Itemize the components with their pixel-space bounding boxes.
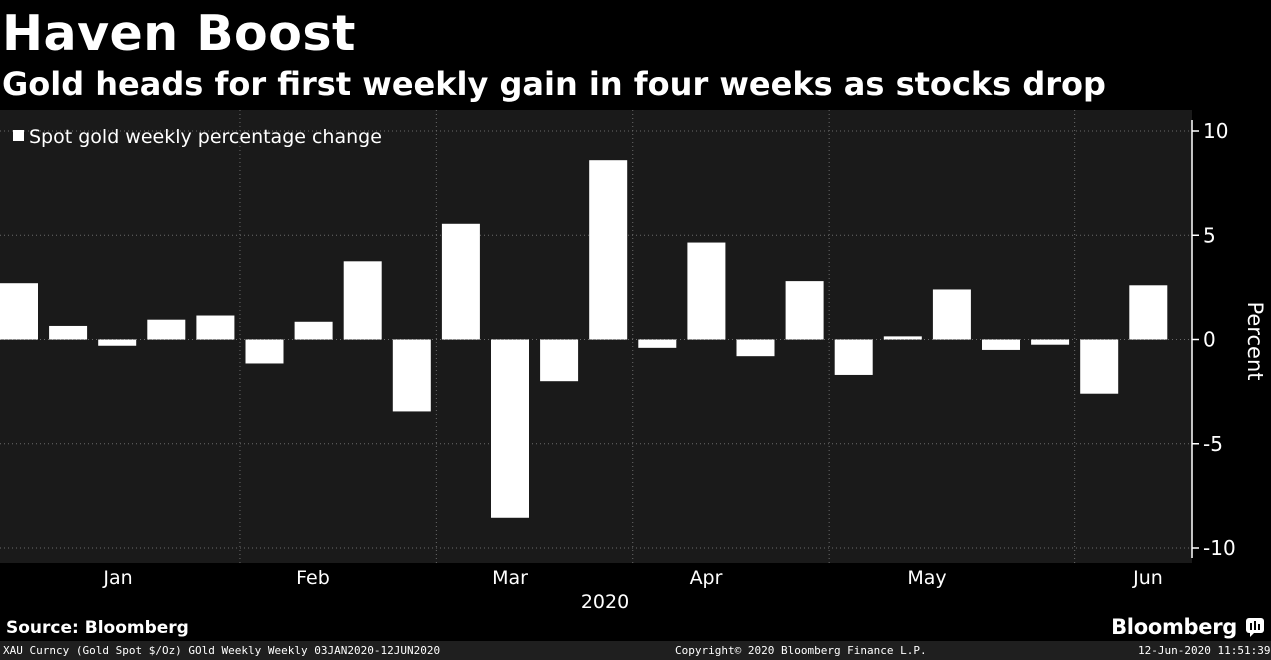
bar-27-Mar [589, 160, 628, 340]
y-tick-label: 0 [1203, 328, 1216, 352]
y-axis-label: Percent [1243, 301, 1267, 380]
bar-17-Apr [736, 339, 775, 357]
x-axis-band [0, 563, 1192, 615]
bar-15-May [932, 289, 971, 340]
x-month-label-may: May [907, 567, 946, 589]
y-tick-label: -5 [1203, 432, 1223, 456]
bars [0, 160, 1168, 518]
x-month-label-jan: Jan [102, 567, 132, 589]
bar-31-Jan [196, 315, 235, 340]
bar-01-May [834, 339, 873, 375]
bar-17-Jan [98, 339, 137, 346]
bar-24-Jan [147, 319, 186, 340]
footer-ticker-info: XAU Curncy (Gold Spot $/Oz) GOld Weekly … [3, 644, 441, 657]
x-month-label-jun: Jun [1132, 567, 1163, 589]
source-label: Source: Bloomberg [6, 618, 189, 638]
bar-03-Jan [0, 283, 38, 340]
bar-03-Apr [638, 339, 677, 348]
x-month-label-apr: Apr [690, 567, 723, 589]
bar-10-Apr [687, 242, 726, 340]
bar-28-Feb [392, 339, 431, 412]
bar-22-May [982, 339, 1020, 350]
bar-08-May [883, 336, 922, 340]
y-tick-label: 5 [1203, 223, 1216, 247]
bar-05-Jun [1080, 339, 1119, 394]
bar-chart: 10 5 0 -5 -10 Percent Spot gold weekly perce… [0, 110, 1267, 615]
legend-swatch [13, 130, 24, 141]
x-month-labels: Jan Feb Mar Apr May Jun [102, 567, 1162, 589]
bar-24-Apr [785, 281, 824, 340]
bar-10-Jan [49, 325, 88, 340]
bar-14-Feb [294, 321, 333, 340]
bar-20-Mar [540, 339, 579, 382]
chart-subtitle: Gold heads for first weekly gain in four… [2, 65, 1106, 103]
bar-06-Mar [441, 223, 480, 340]
bar-12-Jun [1129, 285, 1168, 340]
bloomberg-logo-text: Bloomberg [1111, 615, 1237, 639]
bar-29-May [1031, 339, 1070, 345]
legend-label: Spot gold weekly percentage change [29, 126, 382, 148]
y-tick-label: -10 [1203, 536, 1236, 560]
footer-timestamp: 12-Jun-2020 11:51:39 [1138, 644, 1271, 657]
x-axis-year-label: 2020 [581, 591, 629, 613]
y-tick-label: 10 [1203, 119, 1228, 143]
bloomberg-chat-icon [1246, 618, 1264, 637]
bar-07-Feb [245, 339, 284, 364]
chart-title: Haven Boost [2, 5, 356, 62]
footer-copyright: Copyright© 2020 Bloomberg Finance L.P. [675, 644, 927, 657]
footer-bar: XAU Curncy (Gold Spot $/Oz) GOld Weekly … [0, 641, 1271, 660]
x-month-label-feb: Feb [296, 567, 330, 589]
bar-13-Mar [491, 339, 529, 518]
y-ticks: 10 5 0 -5 -10 [1192, 119, 1236, 560]
bar-21-Feb [343, 261, 382, 340]
x-month-label-mar: Mar [492, 567, 528, 589]
